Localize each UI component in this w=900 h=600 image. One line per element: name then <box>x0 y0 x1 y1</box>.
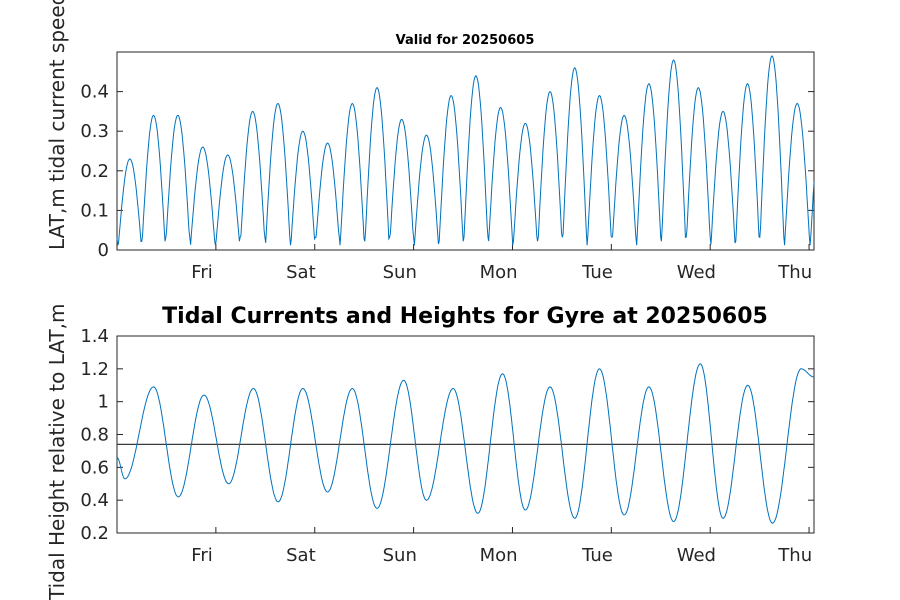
tidal-height-y-tick-label: 0.6 <box>80 457 109 478</box>
tidal-height-y-tick-label: 0.4 <box>80 490 109 511</box>
current-speed-y-label: LAT,m tidal current speed, kn <box>45 0 69 250</box>
tidal-height-axes: Tidal Currents and Heights for Gyre at 2… <box>45 303 815 600</box>
tidal-height-x-tick-label: Sun <box>383 545 417 566</box>
current-speed-x-tick-label: Thu <box>777 262 812 283</box>
current-speed-x-tick-label: Tue <box>581 262 613 283</box>
current-speed-x-ticks: Fri Sat Sun Mon Tue Wed Thu <box>191 244 812 283</box>
tidal-height-x-tick-label: Fri <box>191 545 212 566</box>
tidal-height-x-tick-label: Sat <box>286 545 316 566</box>
tidal-height-plot-area <box>116 335 815 534</box>
tidal-height-y-tick-label: 0.8 <box>80 425 109 446</box>
tidal-height-title: Tidal Currents and Heights for Gyre at 2… <box>162 304 768 329</box>
current-speed-x-tick-label: Fri <box>191 262 212 283</box>
tidal-height-y-tick-label: 0.2 <box>80 523 109 544</box>
tidal-height-y-ticks: 0.2 0.4 0.6 0.8 1 1.2 1.4 <box>80 326 814 544</box>
tidal-height-x-tick-label: Thu <box>777 545 812 566</box>
current-speed-y-tick-label: 0.3 <box>80 121 109 142</box>
current-speed-x-tick-label: Sat <box>286 262 316 283</box>
tidal-height-x-tick-label: Mon <box>480 545 518 566</box>
current-speed-y-tick-label: 0.4 <box>80 82 109 103</box>
tidal-height-y-tick-label: 1 <box>98 392 109 413</box>
current-speed-title: Valid for 20250605 <box>396 33 535 48</box>
tidal-height-x-tick-label: Wed <box>677 545 716 566</box>
current-speed-y-tick-label: 0.2 <box>80 161 109 182</box>
current-speed-y-ticks: 0 0.1 0.2 0.3 0.4 <box>80 82 814 261</box>
tidal-height-y-tick-label: 1.4 <box>80 326 109 347</box>
current-speed-y-tick-label: 0.1 <box>80 200 109 221</box>
current-speed-x-tick-label: Wed <box>677 262 716 283</box>
current-speed-series-line <box>116 55 815 246</box>
tidal-height-series-line <box>116 363 814 524</box>
tidal-height-x-ticks: Fri Sat Sun Mon Tue Wed Thu <box>191 527 812 566</box>
tidal-height-x-tick-label: Tue <box>581 545 613 566</box>
current-speed-x-tick-label: Sun <box>383 262 417 283</box>
current-speed-y-tick-label: 0 <box>98 240 109 261</box>
tidal-height-y-tick-label: 1.2 <box>80 359 109 380</box>
current-speed-axes: Valid for 20250605 0 0.1 0.2 0.3 0.4 Fri Sat S… <box>45 0 815 283</box>
current-speed-x-tick-label: Mon <box>480 262 518 283</box>
tidal-height-y-label: Tidal Height relative to LAT,m <box>45 303 69 600</box>
